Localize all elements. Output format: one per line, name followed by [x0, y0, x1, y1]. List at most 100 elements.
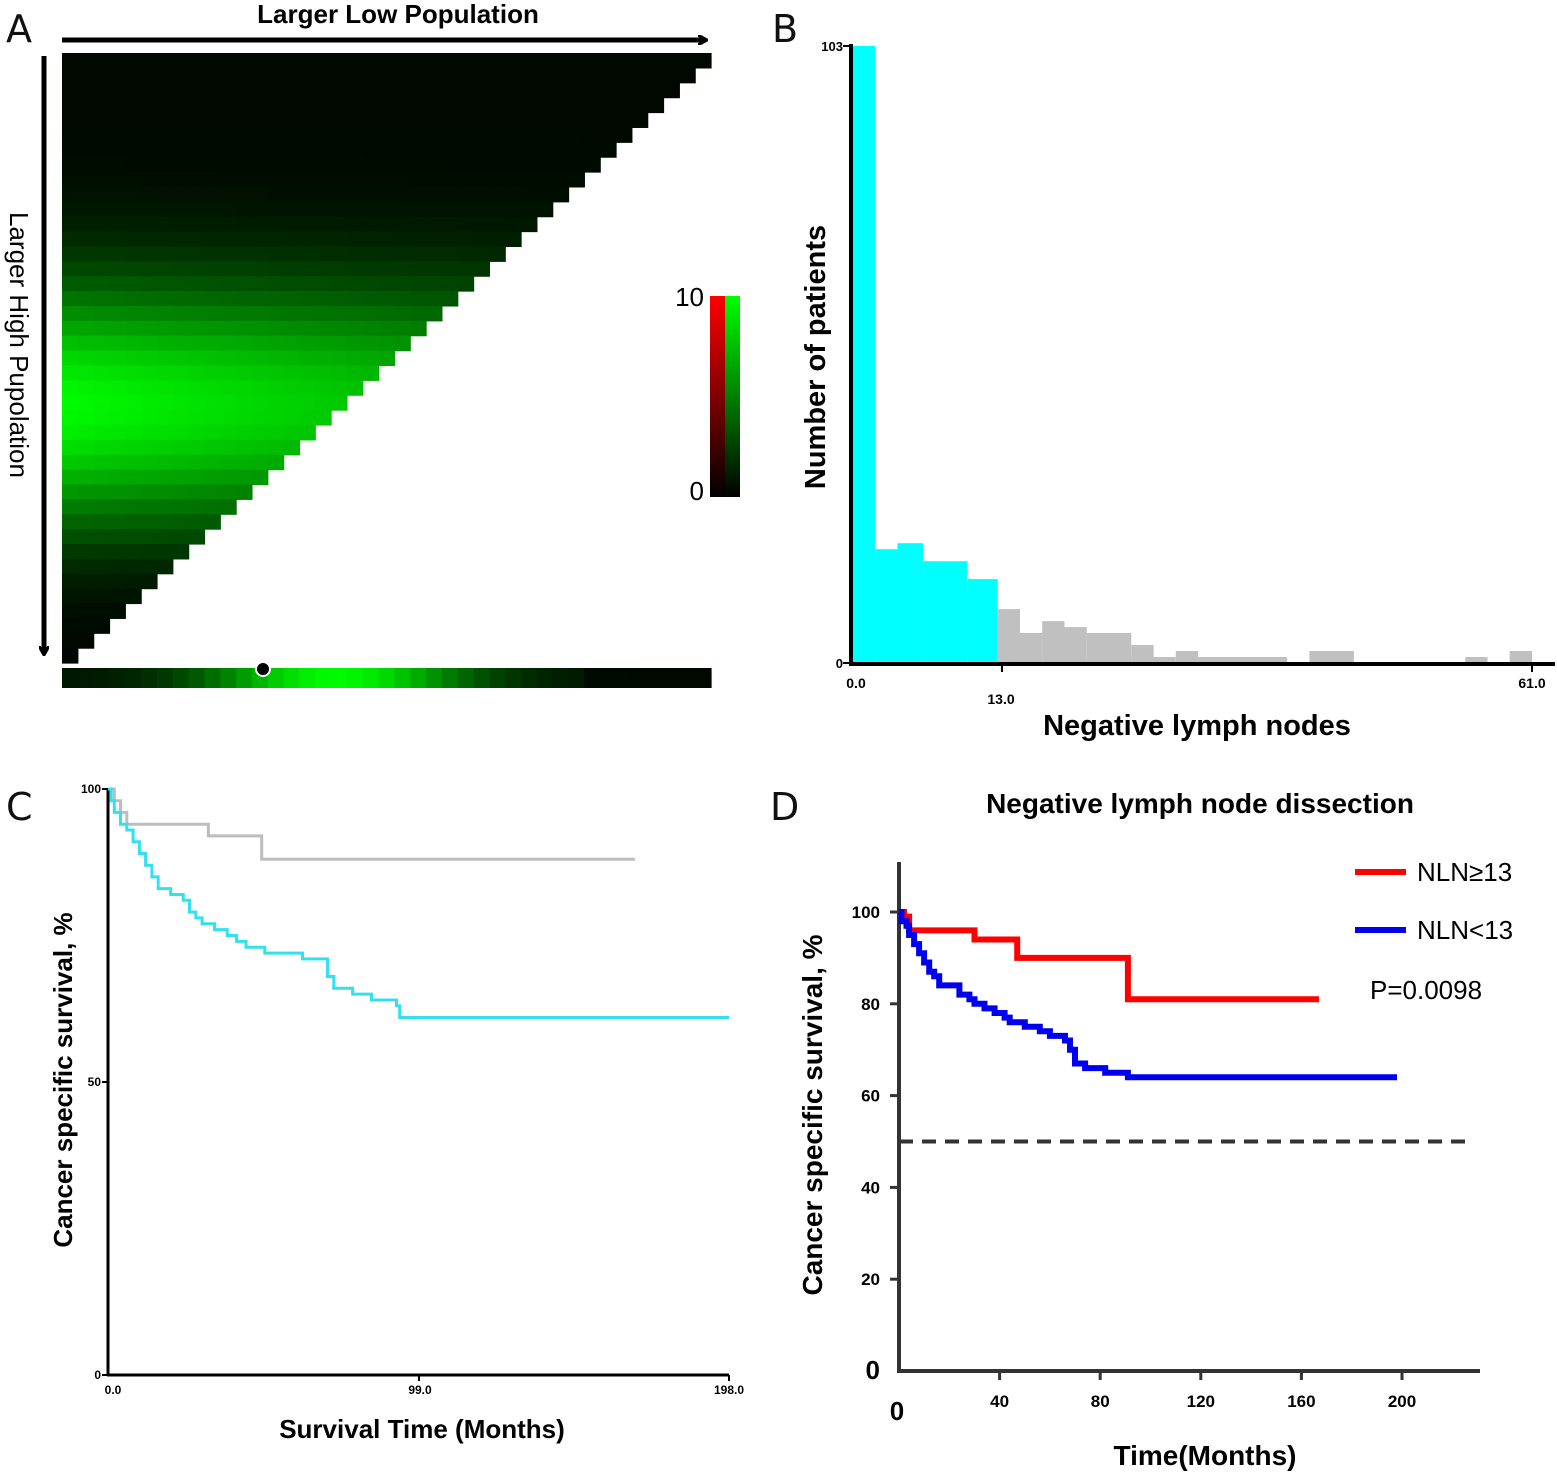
strip-cell — [125, 668, 142, 688]
heatmap-cell — [584, 127, 601, 143]
heatmap-cell — [251, 82, 269, 99]
heatmap-cell — [505, 201, 522, 218]
heatmap-cell — [172, 186, 190, 203]
strip-cell — [220, 668, 237, 688]
heatmap-cell — [410, 53, 427, 69]
heatmap-cell — [188, 97, 206, 114]
strip-cell — [204, 668, 221, 688]
heatmap-cell — [441, 172, 459, 188]
heatmap-cell — [77, 186, 95, 203]
heatmap-cell — [62, 365, 79, 381]
heatmap-cell — [93, 112, 111, 128]
heatmap-cell — [362, 216, 380, 233]
heatmap-cell — [125, 305, 142, 322]
heatmap-cell — [362, 186, 380, 203]
heatmap-cell — [331, 335, 348, 352]
heatmap-cell — [141, 291, 158, 307]
heatmap-cell — [77, 439, 95, 456]
heatmap-cell — [283, 127, 301, 143]
heatmap-cell — [141, 469, 158, 486]
d-legend: NLN≥13 NLN<13 P=0.0098 — [1355, 857, 1513, 1005]
heatmap-cell — [315, 261, 332, 277]
heatmap-cell — [109, 142, 126, 158]
heatmap-cell — [188, 216, 206, 233]
heatmap-cell — [236, 127, 253, 143]
heatmap-cell — [283, 172, 301, 188]
heatmap-cell — [251, 380, 269, 396]
heatmap-cell — [410, 127, 427, 143]
heatmap-cell — [141, 499, 158, 515]
heatmap-cell — [93, 588, 111, 605]
strip-cell — [141, 668, 158, 688]
heatmap-cell — [109, 499, 126, 515]
heatmap-cell — [426, 112, 443, 128]
heatmap-cell — [62, 291, 79, 307]
heatmap-cell — [62, 142, 79, 158]
heatmap-cell — [267, 67, 285, 84]
heatmap-cell — [283, 424, 301, 441]
heatmap-cell — [236, 112, 253, 128]
heatmap-cell — [77, 424, 95, 441]
heatmap-cell — [489, 67, 506, 84]
heatmap-cell — [378, 276, 396, 292]
heatmap-cell — [109, 395, 126, 411]
heatmap-cell — [378, 201, 396, 218]
heatmap-cell — [141, 320, 158, 337]
heatmap-cell — [362, 157, 380, 173]
heatmap-cell — [125, 246, 142, 262]
heatmap-cell — [663, 82, 680, 99]
heatmap-cell — [267, 424, 285, 441]
heatmap-cell — [125, 335, 142, 352]
strip-cell — [489, 668, 506, 688]
heatmap-cell — [283, 231, 301, 248]
heatmap-cell — [93, 276, 111, 292]
heatmap-cell — [251, 424, 269, 441]
heatmap-cell — [62, 395, 79, 411]
heatmap-cell — [267, 395, 285, 411]
heatmap-cell — [394, 112, 411, 128]
heatmap-cell — [251, 246, 269, 262]
heatmap-cell — [378, 231, 396, 248]
heatmap-cell — [204, 216, 221, 233]
heatmap-cell — [505, 82, 522, 99]
strip-cell — [679, 668, 696, 688]
heatmap-cell — [283, 246, 301, 262]
histogram-bar — [897, 543, 924, 663]
heatmap-x-label: Larger Low Population — [257, 0, 539, 29]
heatmap-cell — [283, 216, 301, 233]
heatmap-cell — [251, 395, 269, 411]
heatmap-cell — [236, 97, 253, 114]
heatmap-cell — [362, 67, 380, 84]
heatmap-cell — [188, 82, 206, 99]
heatmap-cell — [204, 454, 221, 471]
heatmap-cell — [362, 127, 380, 143]
heatmap-cell — [441, 127, 459, 143]
heatmap-cell — [93, 97, 111, 114]
panel-label-c: C — [6, 785, 33, 829]
heatmap-cell — [505, 172, 522, 188]
heatmap-cell — [77, 573, 95, 590]
histogram-bar — [1153, 657, 1176, 663]
heatmap-cell — [156, 261, 174, 277]
strip-cell — [93, 668, 111, 688]
heatmap-cell — [315, 291, 332, 307]
heatmap-cell — [141, 529, 158, 545]
heatmap-cell — [521, 127, 538, 143]
heatmap-cell — [346, 320, 364, 337]
heatmap-cell — [220, 231, 237, 248]
heatmap-cell — [109, 112, 126, 128]
heatmap-cell — [283, 410, 301, 426]
heatmap-cell — [568, 82, 585, 99]
heatmap-cell — [299, 276, 316, 292]
heatmap-cell — [299, 142, 316, 158]
heatmap-cell — [93, 82, 111, 99]
heatmap-cell — [410, 216, 427, 233]
hist-x-tick-label-2: 61.0 — [1518, 675, 1545, 691]
heatmap-cell — [299, 291, 316, 307]
heatmap-cell — [267, 201, 285, 218]
heatmap-cell — [394, 67, 411, 84]
heatmap-cell — [315, 231, 332, 248]
strip-cell — [346, 668, 364, 688]
heatmap-cell — [172, 335, 190, 352]
heatmap-cell — [426, 127, 443, 143]
